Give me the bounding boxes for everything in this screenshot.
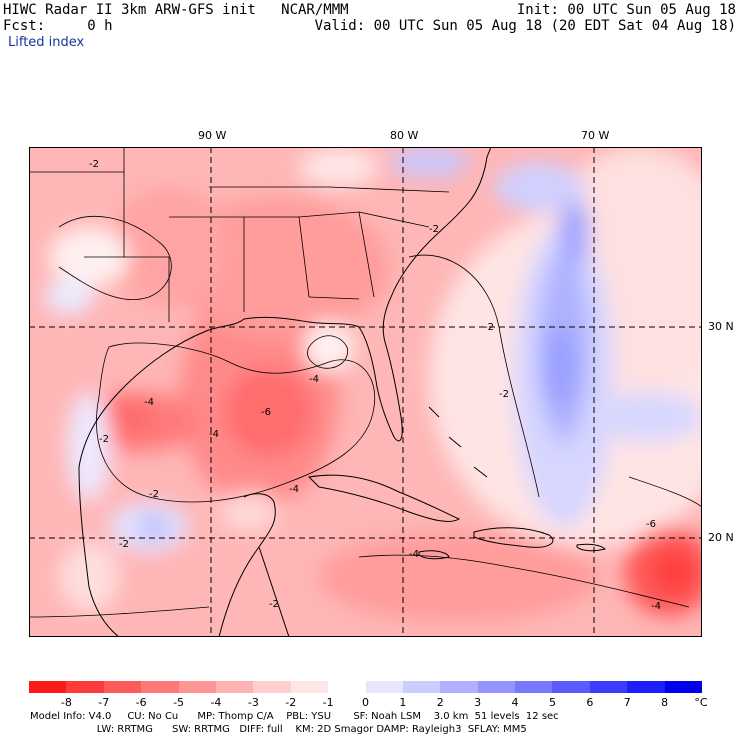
field-name: Lifted index [8, 35, 85, 50]
colorbar-swatch [664, 681, 703, 693]
colorbar-tick-label: 2 [436, 696, 444, 709]
colorbar-swatch [477, 681, 516, 693]
colorbar-tick-label: -2 [285, 696, 297, 709]
state-borders [29, 147, 450, 322]
colorbar-swatch [589, 681, 628, 693]
model-info-line2: LW: RRTMG SW: RRTMG DIFF: full KM: 2D Sm… [30, 724, 527, 735]
colorbar-tick-label: -5 [173, 696, 185, 709]
lon-label-80w: 80 W [390, 129, 419, 142]
colorbar-swatch [66, 681, 104, 693]
colorbar-tick-label: 5 [548, 696, 556, 709]
svg-text:-2: -2 [119, 539, 129, 550]
colorbar-swatch [178, 681, 216, 693]
colorbar-tick-label: 3 [474, 696, 482, 709]
colorbar-swatch [141, 681, 179, 693]
colorbar-tick-label: 1 [399, 696, 407, 709]
colorbar-tick-label: 4 [511, 696, 519, 709]
svg-text:-4: -4 [409, 549, 419, 560]
lat-label-30n: 30 N [708, 320, 734, 333]
colorbar-tick-label: -4 [210, 696, 222, 709]
colorbar-swatch [328, 681, 366, 693]
init-time: Init: 00 UTC Sun 05 Aug 18 [516, 2, 736, 18]
colorbar-swatch [290, 681, 329, 693]
lon-label-90w: 90 W [198, 129, 227, 142]
colorbar-swatch [103, 681, 142, 693]
svg-text:-4: -4 [289, 484, 299, 495]
colorbar-tick-label: -6 [135, 696, 147, 709]
colorbar-swatch [402, 681, 441, 693]
svg-text:-2: -2 [89, 159, 99, 170]
svg-text:-2: -2 [484, 322, 494, 333]
colorbar [29, 681, 703, 693]
model-info-line1: Model Info: V4.0 CU: No Cu MP: Thomp C/A… [30, 711, 559, 722]
colorbar-swatch [365, 681, 403, 693]
colorbar-swatch [552, 681, 590, 693]
valid-time: Valid: 00 UTC Sun 05 Aug 18 (20 EDT Sat … [314, 18, 736, 34]
colorbar-tick-label: 0 [362, 696, 369, 709]
lat-label-20n: 20 N [708, 531, 734, 544]
contour-lines [29, 215, 702, 618]
colorbar-tick-label: 8 [661, 696, 669, 709]
colorbar-swatch [627, 681, 665, 693]
svg-text:-6: -6 [261, 407, 271, 418]
colorbar-unit: °C [694, 696, 708, 709]
colorbar-tick-label: -7 [98, 696, 110, 709]
svg-text:-4: -4 [144, 397, 154, 408]
colorbar-swatch [253, 681, 291, 693]
svg-text:-2: -2 [269, 599, 279, 610]
map-frame [29, 147, 702, 637]
lon-label-70w: 70 W [581, 129, 610, 142]
svg-text:-6: -6 [646, 519, 656, 530]
map-title: HIWC Radar II 3km ARW-GFS init NCAR/MMM [3, 2, 349, 18]
svg-text:-4: -4 [309, 374, 319, 385]
colorbar-tick-label: -3 [247, 696, 259, 709]
forecast-hour: Fcst: 0 h [3, 18, 113, 34]
svg-text:-4: -4 [651, 601, 661, 612]
lifted-index-map: -2 -2 -2 -4 -6 -4 -2 -4 -2 -4 -4 -6 -4 -… [29, 147, 702, 637]
colorbar-tick-label: -1 [322, 696, 334, 709]
svg-text:-2: -2 [499, 389, 509, 400]
lat-lon-grid [29, 147, 702, 637]
svg-text:-4: -4 [209, 429, 219, 440]
contour-labels: -2 -2 -2 -4 -6 -4 -2 -4 -2 -4 -4 -6 -4 -… [89, 159, 661, 612]
colorbar-swatch [215, 681, 254, 693]
svg-text:-2: -2 [149, 489, 159, 500]
colorbar-tick-label: 7 [623, 696, 631, 709]
svg-text:-2: -2 [429, 224, 439, 235]
colorbar-swatch [515, 681, 553, 693]
field-shading [44, 147, 702, 622]
svg-text:-2: -2 [99, 434, 109, 445]
colorbar-tick-label: 6 [586, 696, 594, 709]
colorbar-swatch [29, 681, 67, 693]
colorbar-swatch [440, 681, 478, 693]
colorbar-tick-label: -8 [60, 696, 72, 709]
coastlines [78, 147, 606, 637]
